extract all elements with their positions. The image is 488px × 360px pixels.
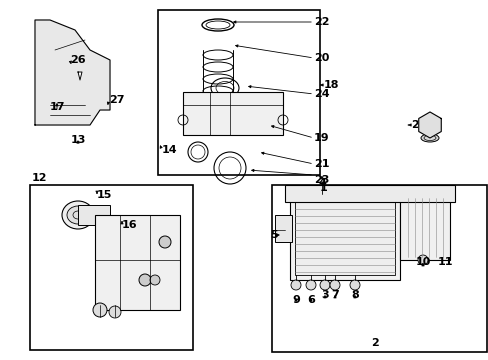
Circle shape [305,280,315,290]
Bar [158,10,319,175]
Text: 16: 16 [122,220,137,230]
Text: 26: 26 [70,55,85,65]
Circle shape [290,280,301,290]
Text: 9: 9 [291,295,299,305]
Bar [399,195,449,260]
Text: 15: 15 [97,190,112,200]
Text: 5: 5 [270,230,278,240]
Text: 10: 10 [414,257,430,267]
Text: 21: 21 [313,159,329,169]
Text: 6: 6 [306,295,314,305]
Ellipse shape [67,206,89,224]
Text: 24: 24 [313,89,329,99]
Bar [289,195,399,280]
Bar [271,185,486,352]
Bar [285,185,454,202]
Polygon shape [418,112,440,138]
Text: 14: 14 [162,145,177,155]
Circle shape [319,280,329,290]
Circle shape [349,280,359,290]
Text: 2: 2 [370,338,378,348]
Bar [274,215,291,242]
Bar [78,205,110,225]
Polygon shape [35,20,110,125]
Text: 17: 17 [49,102,64,112]
Text: 20: 20 [313,53,329,63]
Text: 7: 7 [330,290,338,300]
Bar [95,215,180,310]
Bar [30,185,193,350]
Ellipse shape [202,19,234,31]
Text: 4: 4 [317,178,325,188]
Circle shape [421,117,437,133]
Circle shape [75,60,85,70]
Text: 1: 1 [319,183,327,193]
Text: 18: 18 [324,80,339,90]
Ellipse shape [62,201,94,229]
Circle shape [109,306,121,318]
Text: 11: 11 [436,257,452,267]
Circle shape [150,275,160,285]
Circle shape [417,255,427,265]
Text: 3: 3 [321,290,328,300]
Text: 13: 13 [70,135,85,145]
Circle shape [93,303,107,317]
Text: 23: 23 [313,175,329,185]
Polygon shape [78,72,82,80]
Circle shape [159,236,171,248]
Ellipse shape [420,134,438,142]
Bar [294,202,394,275]
Text: 12: 12 [32,173,47,183]
Bar [183,92,283,135]
Text: 25: 25 [410,120,426,130]
Text: 8: 8 [350,290,358,300]
Text: 19: 19 [313,133,329,143]
Text: 27: 27 [109,95,124,105]
Circle shape [329,280,339,290]
Text: 22: 22 [313,17,329,27]
Circle shape [139,274,151,286]
